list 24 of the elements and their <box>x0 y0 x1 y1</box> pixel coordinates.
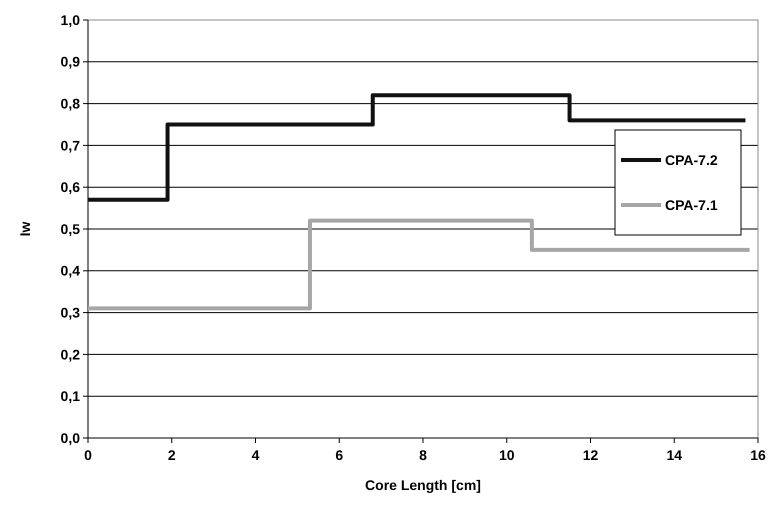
y-tick-label: 0,0 <box>60 430 80 446</box>
y-tick-label: 0,9 <box>60 54 80 70</box>
x-tick-label: 10 <box>498 447 515 463</box>
y-tick-label: 0,5 <box>60 220 80 237</box>
x-axis-title: Core Length [cm] <box>365 477 481 493</box>
legend-label: CPA-7.2 <box>665 152 718 168</box>
x-tick-label: 0 <box>84 447 92 463</box>
y-axis-title: Iw <box>17 222 33 236</box>
x-tick-label: 4 <box>252 447 260 463</box>
y-tick-label: 0,2 <box>60 346 80 362</box>
y-tick-label: 0,1 <box>60 388 80 404</box>
y-tick-label: 0,7 <box>60 137 80 154</box>
y-tick-label: 0,3 <box>60 304 80 320</box>
y-tick-label: 1,0 <box>60 12 80 28</box>
x-tick-label: 2 <box>168 447 176 463</box>
x-tick-label: 16 <box>750 447 766 463</box>
y-tick-label: 0,6 <box>60 179 80 196</box>
y-tick-label: 0,8 <box>60 96 80 112</box>
x-tick-label: 14 <box>666 447 682 463</box>
x-tick-label: 6 <box>335 447 344 463</box>
x-tick-label: 12 <box>582 447 598 463</box>
x-tick-label: 8 <box>419 447 428 463</box>
legend-label: CPA-7.1 <box>665 196 718 213</box>
y-tick-label: 0,4 <box>60 262 80 279</box>
